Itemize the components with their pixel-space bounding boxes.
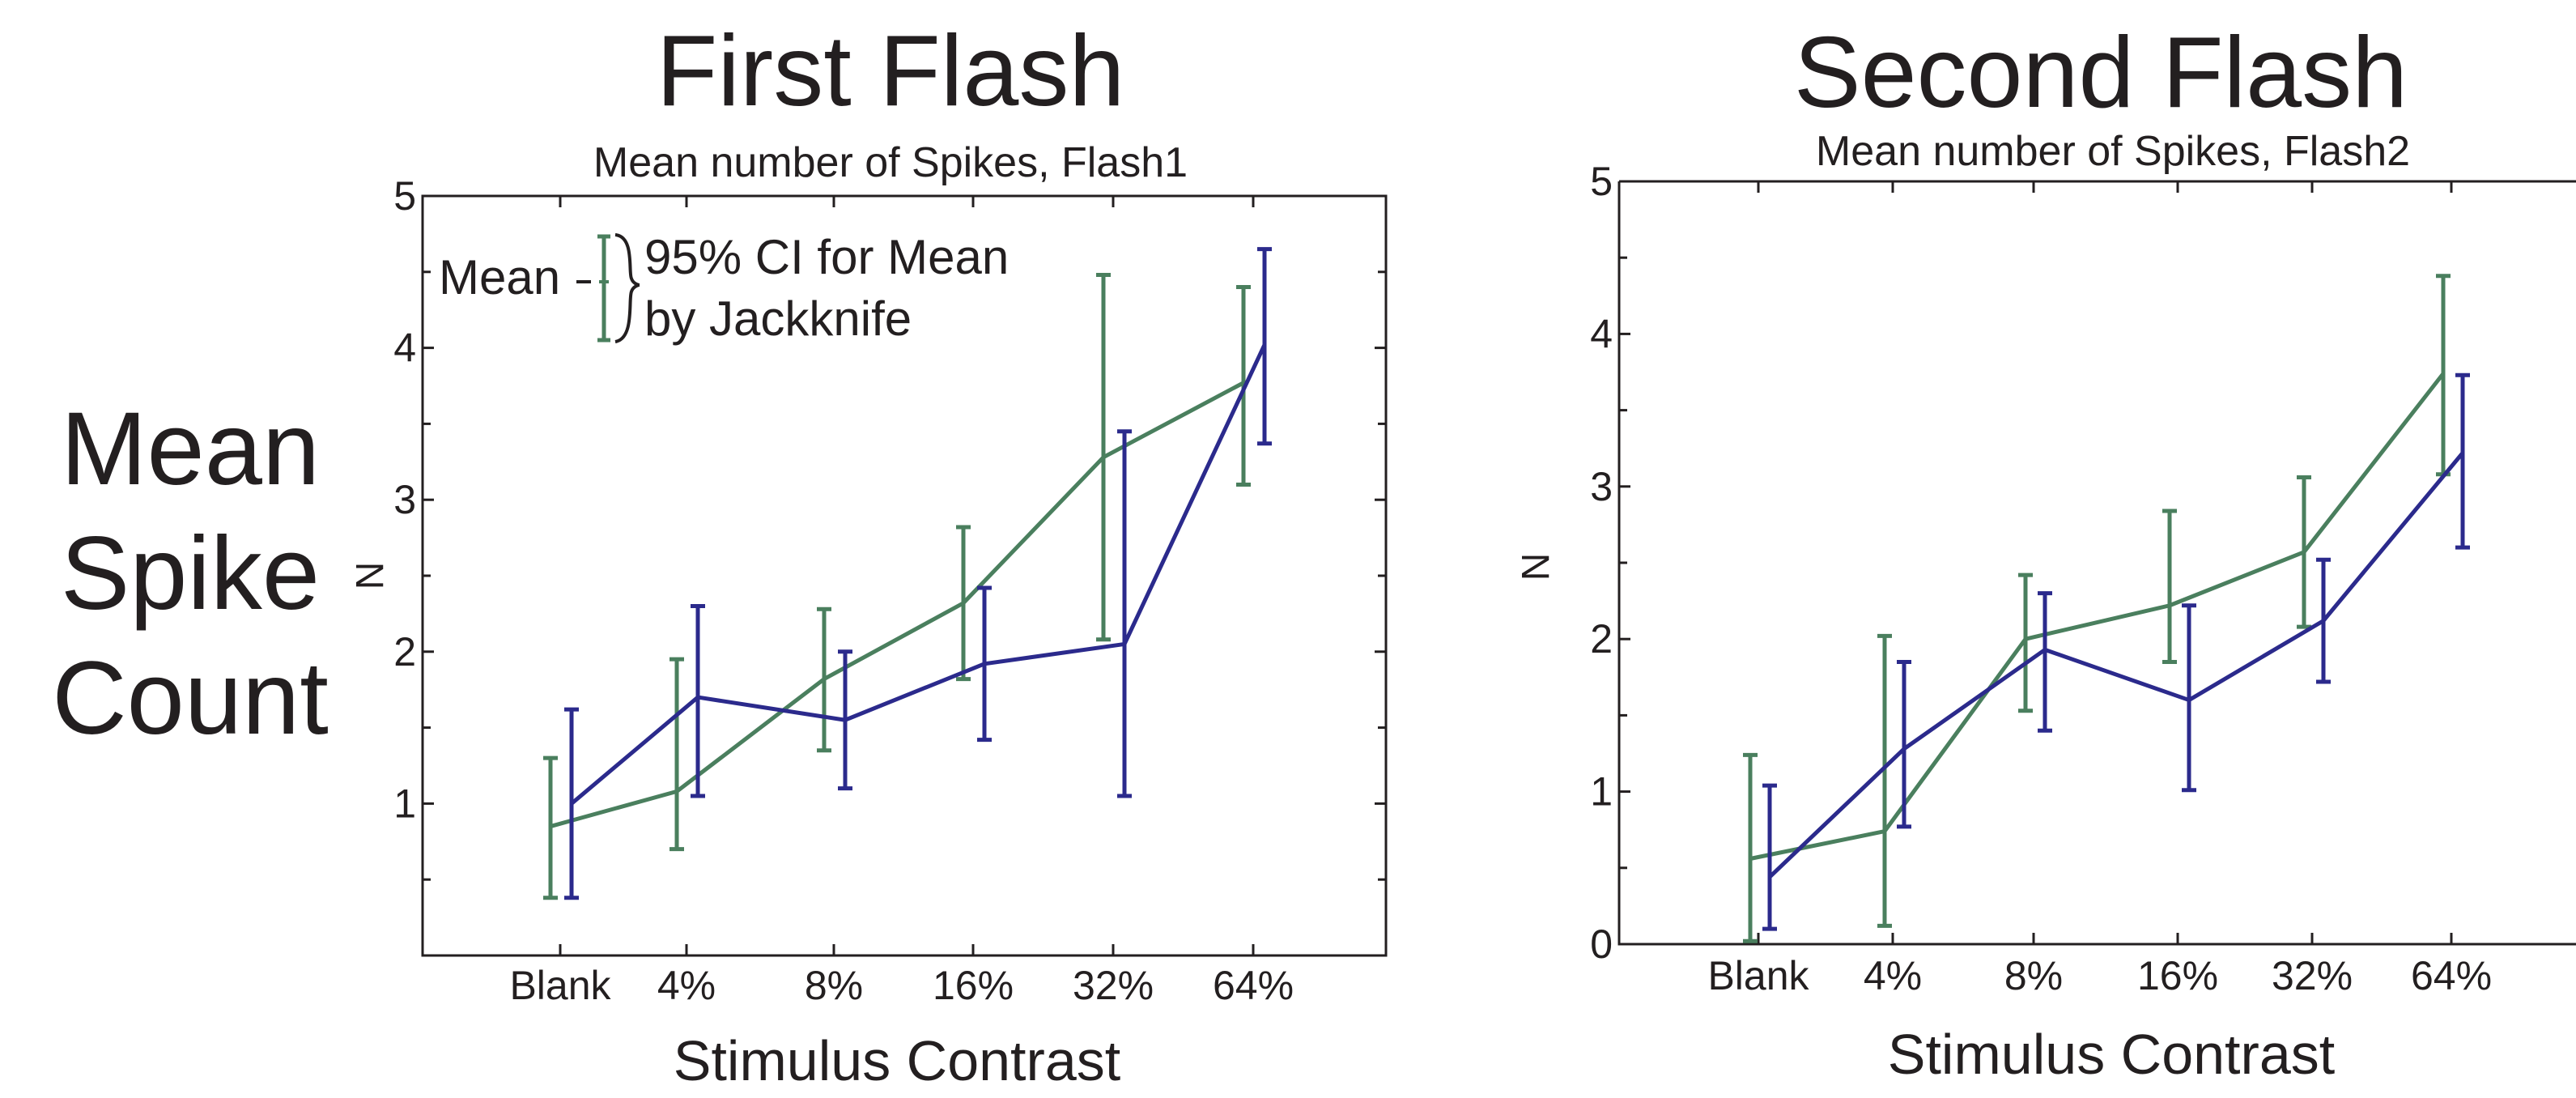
series-group (543, 247, 1272, 900)
x-tick-labels: Blank 4% 8% 16% 32% 64% (509, 963, 1294, 1008)
legend-ci-line-2: by Jackknife (644, 292, 912, 346)
series-line-green (550, 381, 1245, 828)
x-axis-label: Stimulus Contrast (674, 1029, 1120, 1092)
x-tick-label: 16% (933, 963, 1014, 1008)
series-line-green (1749, 372, 2445, 861)
y-tick-label: 3 (1590, 464, 1613, 509)
chart-subtitle: Mean number of Spikes, Flash2 (1816, 128, 2410, 175)
panel-second-flash: Second Flash Mean number of Spikes, Flas… (1513, 17, 2576, 1086)
x-tick-label: 64% (2411, 953, 2492, 998)
y-tick-label: 5 (1590, 159, 1613, 204)
x-tick-labels: Blank 4% 8% 16% 32% 64% (1707, 953, 2492, 998)
tick-marks (1619, 180, 2453, 946)
side-label-line-3: Count (52, 640, 329, 756)
legend-errorbar-icon (597, 234, 610, 343)
chart-title: First Flash (657, 15, 1125, 127)
tick-marks (423, 194, 1386, 957)
x-axis-label: Stimulus Contrast (1888, 1023, 2335, 1086)
panel-first-flash: First Flash Mean number of Spikes, Flash… (347, 15, 1388, 1092)
chart-subtitle: Mean number of Spikes, Flash1 (593, 139, 1188, 186)
chart-title: Second Flash (1794, 17, 2408, 129)
y-tick-label: 0 (1590, 921, 1613, 967)
y-axis-label: N (347, 562, 390, 590)
y-tick-labels: 0 1 2 3 4 5 (1590, 159, 1613, 967)
legend-ci-line-1: 95% CI for Mean (644, 230, 1009, 284)
x-tick-label: Blank (509, 963, 611, 1008)
plot-frame (1617, 180, 2576, 946)
y-tick-label: 4 (1590, 311, 1613, 356)
y-tick-label: 2 (1590, 616, 1613, 662)
x-tick-label: 4% (1864, 953, 1922, 998)
legend-brace (614, 233, 640, 343)
y-tick-label: 5 (393, 173, 416, 219)
x-tick-label: 8% (2004, 953, 2063, 998)
series-line-blue (570, 343, 1267, 806)
side-label-line-2: Spike (61, 516, 320, 632)
side-label-line-1: Mean (61, 391, 320, 507)
x-tick-label: 32% (2272, 953, 2353, 998)
y-tick-labels: 1 2 3 4 5 (393, 173, 416, 826)
y-tick-label: 4 (393, 326, 416, 371)
x-tick-label: Blank (1707, 953, 1809, 998)
series-line-blue (1768, 451, 2464, 879)
y-tick-label: 3 (393, 477, 416, 522)
series-group (1743, 274, 2470, 943)
x-tick-label: 4% (657, 963, 716, 1008)
y-tick-label: 1 (393, 781, 416, 826)
side-label: Mean Spike Count (52, 391, 329, 756)
x-tick-label: 8% (805, 963, 863, 1008)
y-tick-label: 1 (1590, 769, 1613, 815)
y-tick-label: 2 (393, 629, 416, 675)
legend-mean-label: Mean (439, 250, 560, 304)
x-tick-label: 16% (2137, 953, 2218, 998)
y-axis-label: N (1513, 553, 1556, 581)
legend: Mean 95% CI for Mean by Jackknife (439, 230, 1009, 346)
x-tick-label: 32% (1073, 963, 1154, 1008)
x-tick-label: 64% (1213, 963, 1294, 1008)
